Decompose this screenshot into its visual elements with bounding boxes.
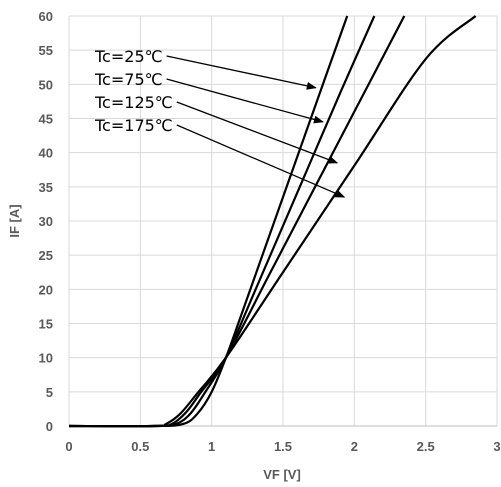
y-tick-label: 50 (39, 77, 53, 92)
x-tick-label: 1 (208, 439, 215, 454)
annotation-arrow (176, 124, 346, 198)
annotation-arrow (166, 55, 317, 90)
x-tick-label: 2.5 (417, 439, 435, 454)
y-axis-label: IF [A] (7, 204, 22, 237)
annotation-arrow (176, 101, 339, 164)
y-tick-label: 10 (39, 351, 53, 366)
y-tick-label: 0 (46, 419, 53, 434)
annotation-arrow (166, 78, 324, 124)
series-lines (68, 15, 477, 428)
y-tick-label: 35 (39, 180, 53, 195)
x-tick-label: 3 (493, 439, 500, 454)
x-tick-label: 0.5 (131, 439, 149, 454)
y-tick-label: 45 (39, 112, 53, 127)
y-tick-label: 5 (46, 385, 53, 400)
y-tick-label: 60 (39, 9, 53, 24)
annotations: Tc=25℃ Tc=75℃ Tc=125℃ Tc=175℃ (94, 47, 346, 198)
x-tick-label: 1.5 (274, 439, 292, 454)
y-tick-label: 30 (39, 214, 53, 229)
y-tick-label: 40 (39, 146, 53, 161)
y-tick-label: 25 (39, 248, 53, 263)
series-line-4 (68, 15, 477, 428)
x-axis-label: VF [V] (263, 467, 301, 482)
annotation-label: Tc=75℃ (94, 70, 163, 89)
grid (68, 15, 498, 427)
x-tick-label: 0 (65, 439, 72, 454)
annotation-label: Tc=175℃ (94, 116, 173, 135)
y-tick-label: 55 (39, 43, 53, 58)
annotation-label: Tc=125℃ (94, 93, 173, 112)
y-tick-label: 20 (39, 282, 53, 297)
y-tick-label: 15 (39, 317, 53, 332)
annotation-label: Tc=25℃ (94, 47, 163, 66)
x-tick-label: 2 (351, 439, 358, 454)
